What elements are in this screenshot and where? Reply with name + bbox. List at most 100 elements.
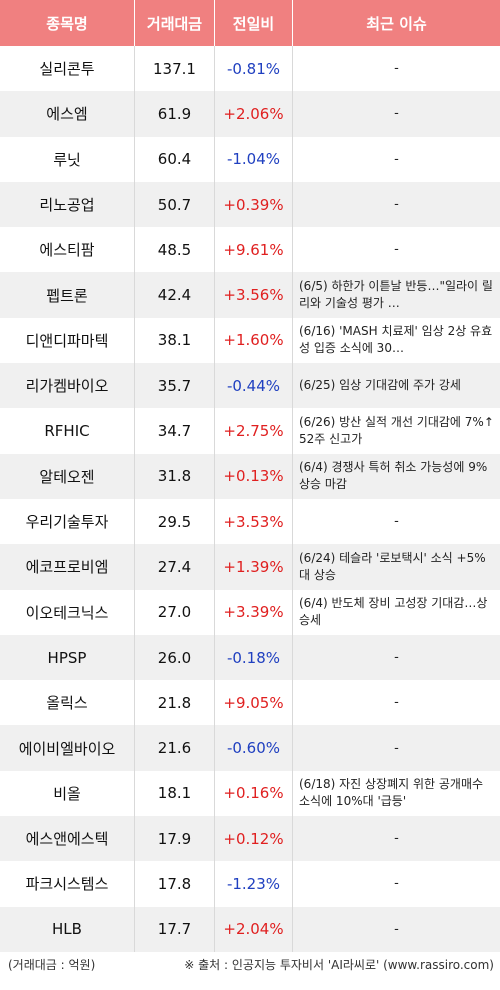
table-row: 리가켐바이오 35.7 -0.44% (6/25) 임상 기대감에 주가 강세	[0, 363, 500, 409]
recent-issue: -	[293, 680, 500, 725]
price-change: +0.13%	[215, 453, 293, 499]
header-change: 전일비	[215, 0, 293, 46]
recent-issue: -	[293, 725, 500, 770]
recent-issue-text: (6/5) 하한가 이튿날 반등…"일라이 릴리와 기술성 평가 …	[299, 279, 493, 311]
price-change: +3.53%	[215, 498, 293, 545]
recent-issue: (6/4) 경쟁사 특허 취소 가능성에 9% 상승 마감	[293, 454, 500, 499]
recent-issue-text: -	[394, 61, 399, 77]
table-row: 실리콘투 137.1 -0.81% -	[0, 46, 500, 92]
recent-issue: -	[293, 227, 500, 272]
recent-issue-text: -	[394, 740, 399, 756]
recent-issue: (6/16) 'MASH 치료제' 임상 2상 유효성 입증 소식에 30…	[293, 318, 500, 363]
recent-issue: (6/25) 임상 기대감에 주가 강세	[293, 363, 500, 408]
recent-issue: (6/26) 방산 실적 개선 기대감에 7%↑52주 신고가	[293, 408, 500, 453]
header-volume: 거래대금	[135, 0, 215, 46]
recent-issue-text: -	[394, 151, 399, 167]
table-footer: (거래대금 : 억원) ※ 출처 : 인공지능 투자비서 'AI라씨로' (ww…	[0, 952, 500, 976]
price-change: +2.75%	[215, 408, 293, 454]
recent-issue-text: (6/18) 자진 상장폐지 위한 공개매수 소식에 10%대 '급등'	[299, 777, 484, 809]
stock-name: RFHIC	[0, 408, 135, 454]
recent-issue-text: (6/4) 반도체 장비 고성장 기대감…상승세	[299, 596, 488, 628]
table-body: 실리콘투 137.1 -0.81% - 에스엠 61.9 +2.06% - 루닛 60.4 -1.0…	[0, 46, 500, 952]
recent-issue-text: (6/24) 테슬라 '로보택시' 소식 +5%대 상승	[299, 550, 486, 582]
trade-volume: 38.1	[135, 317, 215, 364]
table-row: 펩트론 42.4 +3.56% (6/5) 하한가 이튿날 반등…"일라이 릴리와 기…	[0, 272, 500, 318]
table-row: 루닛 60.4 -1.04% -	[0, 136, 500, 182]
recent-issue: (6/5) 하한가 이튿날 반등…"일라이 릴리와 기술성 평가 …	[293, 272, 500, 317]
unit-note: (거래대금 : 억원)	[8, 958, 96, 972]
price-change: -1.23%	[215, 861, 293, 907]
stock-name: 루닛	[0, 136, 135, 182]
price-change: +0.39%	[215, 181, 293, 228]
price-change: -0.44%	[215, 363, 293, 409]
stock-name: 에스엠	[0, 91, 135, 137]
recent-issue: -	[293, 816, 500, 861]
table-row: 파크시스템스 17.8 -1.23% -	[0, 861, 500, 907]
table-header: 종목명 거래대금 전일비 최근 이슈	[0, 0, 500, 46]
table-row: 에스티팜 48.5 +9.61% -	[0, 227, 500, 273]
trade-volume: 27.0	[135, 589, 215, 635]
price-change: +3.56%	[215, 272, 293, 318]
trade-volume: 50.7	[135, 181, 215, 228]
table-row: RFHIC 34.7 +2.75% (6/26) 방산 실적 개선 기대감에 7%↑5…	[0, 408, 500, 454]
header-issue: 최근 이슈	[366, 14, 427, 33]
price-change: +1.60%	[215, 317, 293, 364]
table-row: 디앤디파마텍 38.1 +1.60% (6/16) 'MASH 치료제' 임상 2상 …	[0, 317, 500, 364]
trade-volume: 61.9	[135, 91, 215, 137]
stock-name: 파크시스템스	[0, 861, 135, 907]
price-change: -0.81%	[215, 46, 293, 92]
table-row: 에코프로비엠 27.4 +1.39% (6/24) 테슬라 '로보택시' 소식 +5%…	[0, 544, 500, 590]
recent-issue-text: -	[394, 106, 399, 122]
table-row: 에이비엘바이오 21.6 -0.60% -	[0, 725, 500, 771]
recent-issue-text: (6/16) 'MASH 치료제' 임상 2상 유효성 입증 소식에 30…	[299, 324, 493, 356]
recent-issue: -	[293, 182, 500, 227]
stock-name: 디앤디파마텍	[0, 317, 135, 364]
recent-issue-text: -	[394, 514, 399, 530]
table-row: 올릭스 21.8 +9.05% -	[0, 680, 500, 726]
recent-issue: (6/18) 자진 상장폐지 위한 공개매수 소식에 10%대 '급등'	[293, 771, 500, 816]
stock-name: HLB	[0, 906, 135, 952]
recent-issue-text: -	[394, 242, 399, 258]
stock-name: 비올	[0, 770, 135, 817]
recent-issue-text: (6/25) 임상 기대감에 주가 강세	[299, 378, 461, 393]
recent-issue-text: -	[394, 921, 399, 937]
price-change: +0.16%	[215, 770, 293, 817]
recent-issue: -	[293, 46, 500, 91]
price-change: +9.05%	[215, 680, 293, 726]
stock-name: 에스티팜	[0, 227, 135, 273]
recent-issue-text: -	[394, 650, 399, 665]
stock-table: 종목명 거래대금 전일비 최근 이슈 실리콘투 137.1 -0.81% - 에스엠 61…	[0, 0, 500, 952]
trade-volume: 137.1	[135, 46, 215, 92]
table-row: 비올 18.1 +0.16% (6/18) 자진 상장폐지 위한 공개매수 소식에 1…	[0, 770, 500, 817]
recent-issue-text: -	[394, 831, 399, 847]
price-change: +0.12%	[215, 816, 293, 862]
table-row: HLB 17.7 +2.04% -	[0, 906, 500, 952]
table-row: 우리기술투자 29.5 +3.53% -	[0, 498, 500, 545]
price-change: +9.61%	[215, 227, 293, 273]
recent-issue-text: -	[394, 876, 399, 892]
table-row: 에스엠 61.9 +2.06% -	[0, 91, 500, 137]
table-row: 알테오젠 31.8 +0.13% (6/4) 경쟁사 특허 취소 가능성에 9% 상승…	[0, 453, 500, 499]
recent-issue: -	[293, 499, 500, 544]
price-change: +2.06%	[215, 91, 293, 137]
recent-issue: (6/4) 반도체 장비 고성장 기대감…상승세	[293, 590, 500, 635]
trade-volume: 17.7	[135, 906, 215, 952]
stock-name: 올릭스	[0, 680, 135, 726]
trade-volume: 48.5	[135, 227, 215, 273]
trade-volume: 18.1	[135, 770, 215, 817]
stock-name: HPSP	[0, 634, 135, 681]
recent-issue: -	[293, 907, 500, 952]
stock-name: 우리기술투자	[0, 498, 135, 545]
trade-volume: 27.4	[135, 544, 215, 590]
recent-issue: -	[293, 91, 500, 136]
source-note: ※ 출처 : 인공지능 투자비서 'AI라씨로' (www.rassiro.co…	[184, 958, 494, 972]
stock-name: 알테오젠	[0, 453, 135, 499]
trade-volume: 26.0	[135, 634, 215, 681]
stock-name: 리가켐바이오	[0, 363, 135, 409]
recent-issue: -	[293, 137, 500, 182]
table-row: 에스앤에스텍 17.9 +0.12% -	[0, 816, 500, 862]
stock-name: 실리콘투	[0, 46, 135, 92]
table-row: HPSP 26.0 -0.18% -	[0, 634, 500, 681]
trade-volume: 31.8	[135, 453, 215, 499]
header-name: 종목명	[0, 0, 135, 46]
